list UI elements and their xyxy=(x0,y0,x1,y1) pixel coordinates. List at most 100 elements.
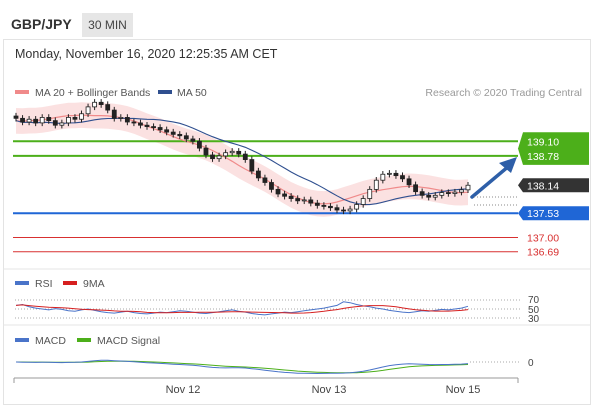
candle-body xyxy=(262,177,268,183)
candle-body xyxy=(373,179,379,190)
candle-body xyxy=(301,199,307,202)
macd-zero-label: 0 xyxy=(528,358,534,369)
ma20-legend-swatch xyxy=(15,90,29,94)
ma50-legend-label: MA 50 xyxy=(177,87,207,99)
candle-body xyxy=(98,101,104,105)
candle-body xyxy=(92,101,98,108)
source-note: Research © 2020 Trading Central xyxy=(425,87,582,99)
level-label-137-00: 137.00 xyxy=(527,233,559,245)
candle-body xyxy=(216,155,222,160)
candle-body xyxy=(406,178,412,186)
candle-body xyxy=(144,124,150,127)
candle-body xyxy=(79,113,84,120)
ma50-legend-swatch xyxy=(158,90,172,94)
x-tick-label-nov13: Nov 13 xyxy=(312,384,347,396)
forecast-arrow-shaft xyxy=(470,164,511,199)
candle-body xyxy=(367,188,373,199)
candle-body xyxy=(275,188,281,195)
candle-body xyxy=(210,154,215,160)
ma50-line xyxy=(15,117,469,206)
rsi-level-30: 30 xyxy=(528,314,540,325)
candle-body xyxy=(105,104,111,111)
candle-body xyxy=(13,115,19,119)
macd-signal-legend-swatch xyxy=(77,338,91,342)
candle-body xyxy=(288,195,294,199)
candle-body xyxy=(249,159,255,172)
candle-body xyxy=(419,191,425,196)
resistance-tag-box xyxy=(518,132,589,165)
candle-body xyxy=(380,173,386,181)
rsi-legend-swatch xyxy=(15,281,29,285)
forecast-arrow-head xyxy=(499,157,517,173)
candle-body xyxy=(445,192,451,194)
candle-body xyxy=(255,170,261,179)
macd-signal-line xyxy=(16,360,469,374)
candle-body xyxy=(72,117,78,120)
timeframe-badge[interactable]: 30 MIN xyxy=(82,13,133,37)
rsi-ma-line xyxy=(15,304,469,314)
candle-body xyxy=(177,133,183,137)
candles xyxy=(13,99,471,215)
rsi-lines xyxy=(15,301,469,316)
level-label-139-10: 139.10 xyxy=(527,136,559,148)
rsi-level-50: 50 xyxy=(528,305,540,316)
macd-legend-label: MACD xyxy=(35,335,66,347)
candle-body xyxy=(426,194,432,198)
candle-body xyxy=(157,127,163,131)
candle-body xyxy=(295,198,301,202)
ma20-line xyxy=(15,114,469,205)
candle-body xyxy=(33,118,39,124)
candle-body xyxy=(354,204,360,210)
candle-body xyxy=(197,140,202,149)
candle-body xyxy=(46,117,52,122)
bollinger-band-area xyxy=(16,102,468,217)
macd-signal-legend-label: MACD Signal xyxy=(97,335,160,347)
moving-averages xyxy=(15,114,469,206)
last-price-label: 138.14 xyxy=(527,180,559,192)
last-price-tag-box xyxy=(518,178,589,193)
pivot-tag-box xyxy=(518,206,589,221)
macd-legend: MACD MACD Signal xyxy=(15,335,160,347)
candle-body xyxy=(170,131,176,135)
candle-body xyxy=(59,122,65,126)
rsi-line xyxy=(15,301,469,316)
candle-body xyxy=(314,202,320,206)
rsi-legend-label: RSI xyxy=(35,278,53,290)
candle-body xyxy=(432,194,438,198)
candle-body xyxy=(459,189,464,193)
candle-body xyxy=(321,205,327,207)
chart-datetime: Monday, November 16, 2020 12:25:35 AM CE… xyxy=(15,47,278,61)
level-lines xyxy=(13,140,518,253)
rsi-level-70: 70 xyxy=(528,295,540,306)
candle-body xyxy=(229,150,235,154)
candle-body xyxy=(183,135,189,140)
candle-body xyxy=(413,184,418,193)
bollinger-band xyxy=(16,102,468,217)
x-tick-label-nov15: Nov 15 xyxy=(446,384,481,396)
level-tags: 137.00 136.69 139.10 138.78 137.53 138.14 xyxy=(518,132,589,259)
candle-body xyxy=(66,117,71,124)
candle-body xyxy=(203,147,209,156)
candle-body xyxy=(131,121,137,124)
candle-body xyxy=(393,172,399,177)
candle-body xyxy=(118,117,124,119)
candle-body xyxy=(138,122,143,126)
rsi-ma-legend-label: 9MA xyxy=(83,278,105,290)
ma20-legend-label: MA 20 + Bollinger Bands xyxy=(35,87,150,99)
candle-body xyxy=(439,192,445,196)
macd-lines xyxy=(15,359,469,375)
candle-body xyxy=(452,191,458,194)
candle-body xyxy=(308,199,314,204)
candle-body xyxy=(341,209,346,212)
header-bar: GBP/JPY 30 MIN xyxy=(0,0,597,39)
rsi-legend: RSI 9MA xyxy=(15,278,105,290)
candle-body xyxy=(39,117,45,124)
candle-body xyxy=(282,193,287,197)
macd-line xyxy=(15,359,469,375)
rsi-ma-legend-swatch xyxy=(63,281,77,285)
symbol-title: GBP/JPY xyxy=(11,16,72,32)
candle-body xyxy=(190,138,196,142)
candle-body xyxy=(328,205,333,209)
candle-body xyxy=(20,117,25,123)
